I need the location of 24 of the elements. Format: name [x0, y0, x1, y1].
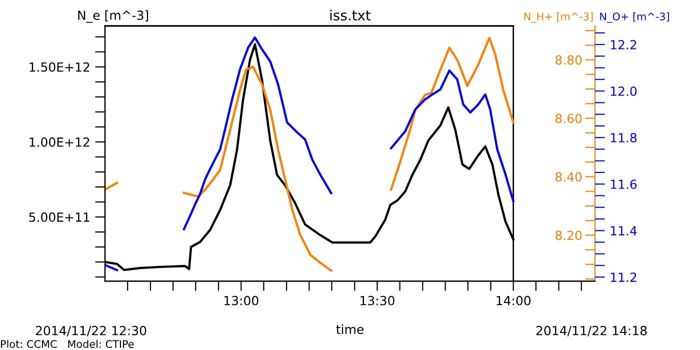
- x-tick-label: 14:00: [496, 296, 531, 306]
- y2-tick-label: 8.80: [556, 55, 582, 65]
- y-tick-label: 1.50E+12: [30, 62, 90, 72]
- y2-axis-title: N_H+ [m^-3]: [524, 12, 593, 23]
- text: 2014/11/22 12:30: [36, 326, 146, 336]
- y2-tick-label: 8.60: [556, 114, 582, 124]
- chart-title: iss.txt: [330, 10, 371, 21]
- y3-tick-label: 12.2: [610, 40, 636, 50]
- y-axis-title: N_e [m^-3]: [78, 10, 148, 23]
- text: Plot: CCMC Model: CTIPe: [1, 340, 134, 348]
- x-tick-label: 13:30: [360, 296, 394, 306]
- text: 2014/11/22 14:18: [536, 326, 647, 336]
- y3-tick-label: 11.2: [610, 272, 636, 282]
- y3-tick-label: 11.4: [610, 226, 637, 236]
- x-axis-title: time: [336, 324, 364, 334]
- y3-axis-title: N_O+ [m^-3]: [600, 12, 669, 23]
- y3-tick-label: 11.8: [610, 133, 637, 142]
- y2-tick-label: 8.20: [556, 230, 582, 240]
- x-tick-label: 13:00: [224, 296, 258, 306]
- y-tick-label: 1.00E+12: [30, 137, 90, 147]
- y-tick-label: 5.00E+11: [29, 212, 90, 222]
- y3-tick-label: 12.0: [610, 86, 637, 96]
- y3-tick-label: 11.6: [610, 180, 637, 189]
- y2-tick-label: 8.40: [556, 172, 582, 182]
